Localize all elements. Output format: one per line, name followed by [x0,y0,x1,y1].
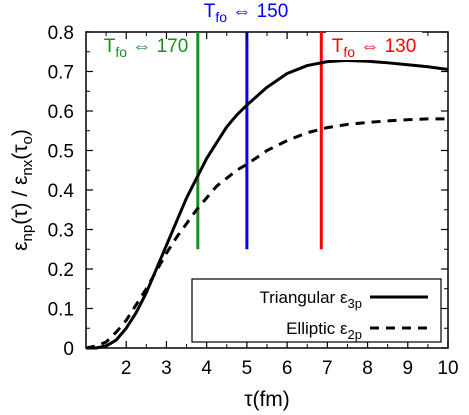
axes: 0 0.1 0.2 0.3 0.4 0.5 0.6 0.7 0.8 2 3 4 5 6 7 8 9 10 τ(fm)… [9,23,459,411]
y-tick-label: 0 [63,339,74,360]
vline-annotation-1: Tfo ⇔ 150 [204,1,289,25]
vline-annotation-0: Tfo ⇔ 170 [104,36,189,60]
y-tick-label: 0.4 [48,181,75,202]
x-tick-label: 3 [161,358,172,379]
annotation-background [326,32,422,60]
y-tick-label: 0.2 [48,260,74,281]
annotations: Tfo ⇔ 170 Tfo ⇔ 150 Tfo ⇔ 130 [104,1,422,60]
legend-box [191,278,442,343]
y-tick-label: 0.5 [48,142,74,163]
x-tick-label: 9 [402,358,413,379]
legend: Triangular ε3p Elliptic ε2p [191,278,442,343]
x-tick-label: 10 [437,358,458,379]
x-tick-label: 7 [322,358,333,379]
legend-label-1: Elliptic ε2p [286,319,362,342]
x-tick-label: 4 [201,358,212,379]
series-elliptic [85,117,448,350]
series-triangular [86,58,449,350]
freeze-out-lines [196,32,323,250]
y-tick-label: 0.1 [48,300,74,321]
y-axis-label: εnp(τ) / εnx(τo) [9,129,36,251]
x-axis-label: τ(fm) [244,388,290,411]
y-tick-label: 0.3 [48,221,74,242]
y-tick-label: 0.7 [48,63,74,84]
legend-label-0: Triangular ε3p [259,288,362,311]
y-tick-label: 0.6 [48,102,74,123]
vline-annotation-2: Tfo ⇔ 130 [332,36,417,60]
x-tick-label: 6 [282,358,293,379]
series-lines [85,58,449,350]
x-tick-label: 8 [362,358,373,379]
x-tick-label: 5 [242,358,253,379]
x-tick-label: 2 [121,358,132,379]
y-tick-label: 0.8 [48,23,74,44]
